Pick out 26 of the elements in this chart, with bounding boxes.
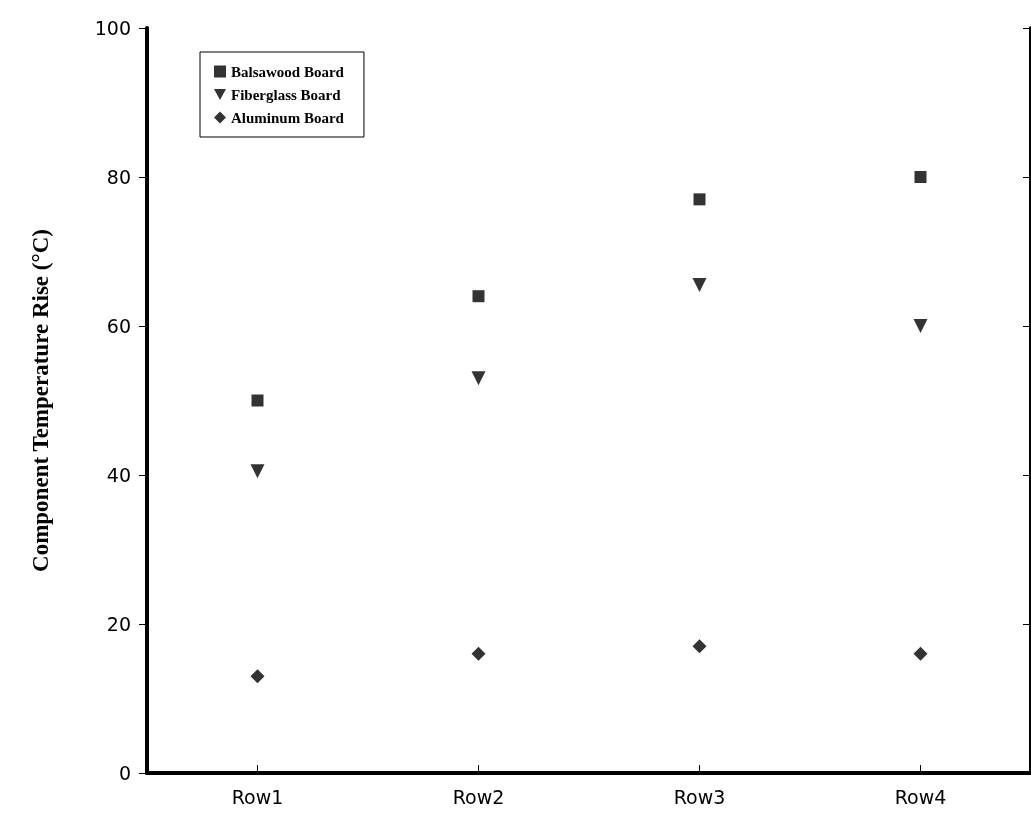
point — [250, 669, 265, 684]
legend-label: Aluminum Board — [231, 109, 345, 126]
point — [914, 171, 927, 183]
y-tick-label: 80 — [106, 166, 131, 188]
y-tick-label: 20 — [106, 613, 131, 635]
x-tick-label: Row2 — [452, 785, 505, 808]
y-tick-label: 40 — [106, 464, 131, 486]
legend-label: Fiberglass Board — [231, 86, 342, 103]
y-tick-label: 0 — [118, 762, 131, 784]
point — [693, 193, 706, 206]
point — [913, 319, 928, 333]
x-tick-label: Row3 — [673, 785, 726, 808]
point — [471, 371, 486, 386]
x-tick-label: Row4 — [894, 785, 947, 808]
x-tick-label: Row1 — [231, 785, 284, 808]
point — [692, 639, 707, 654]
point — [692, 278, 707, 293]
y-axis-title: Component Temperature Rise (°C) — [28, 229, 53, 572]
y-tick-label: 100 — [94, 17, 131, 39]
legend-label: Balsawood Board — [231, 63, 345, 80]
point — [471, 646, 486, 661]
y-tick-label: 60 — [106, 315, 131, 337]
point — [472, 290, 485, 303]
point — [250, 464, 265, 479]
point — [913, 646, 928, 661]
point — [251, 394, 264, 407]
